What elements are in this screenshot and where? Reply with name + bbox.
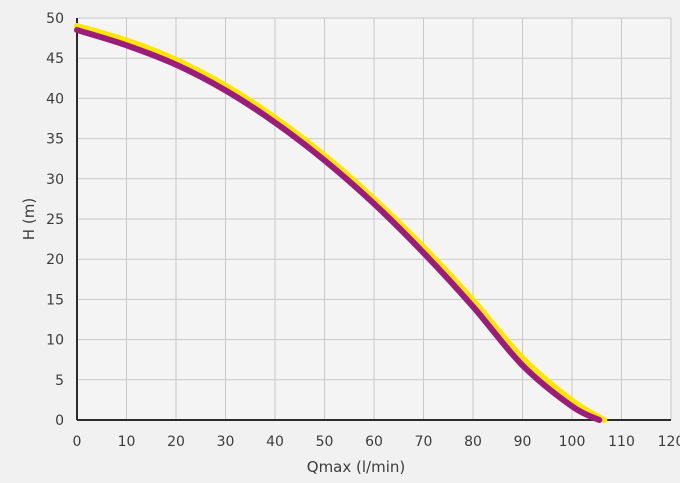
x-tick-labels: 0 10 20 30 40 50 60 70 80 90 100 110 120	[73, 434, 680, 450]
series-lines	[74, 23, 608, 423]
y-tick-label: 0	[55, 413, 64, 429]
x-tick-label: 80	[464, 434, 482, 450]
axes	[76, 18, 671, 421]
y-tick-label: 50	[46, 11, 64, 27]
y-tick-label: 10	[46, 333, 64, 349]
series-line-2	[74, 27, 603, 423]
y-tick-label: 35	[46, 132, 64, 148]
y-tick-label: 30	[46, 172, 64, 188]
y-tick-label: 15	[46, 292, 64, 308]
x-tick-label: 70	[415, 434, 433, 450]
y-tick-label: 40	[46, 91, 64, 107]
series-line-1	[74, 23, 608, 423]
x-tick-label: 40	[266, 434, 284, 450]
y-axis-title: H (m)	[20, 198, 38, 240]
x-tick-label: 0	[73, 434, 82, 450]
x-tick-label: 60	[365, 434, 383, 450]
x-tick-label: 20	[167, 434, 185, 450]
y-tick-label: 20	[46, 252, 64, 268]
x-tick-label: 110	[608, 434, 635, 450]
y-tick-label: 45	[46, 51, 64, 67]
y-tick-label: 25	[46, 212, 64, 228]
y-tick-labels: 0 5 10 15 20 25 30 35 40 45 50	[46, 11, 64, 429]
x-tick-label: 90	[514, 434, 532, 450]
x-tick-label: 50	[316, 434, 334, 450]
x-tick-label: 30	[217, 434, 235, 450]
x-tick-label: 100	[559, 434, 586, 450]
x-axis-title: Qmax (l/min)	[307, 458, 405, 476]
y-tick-label: 5	[55, 373, 64, 389]
x-tick-label: 120	[658, 434, 680, 450]
x-tick-label: 10	[118, 434, 136, 450]
